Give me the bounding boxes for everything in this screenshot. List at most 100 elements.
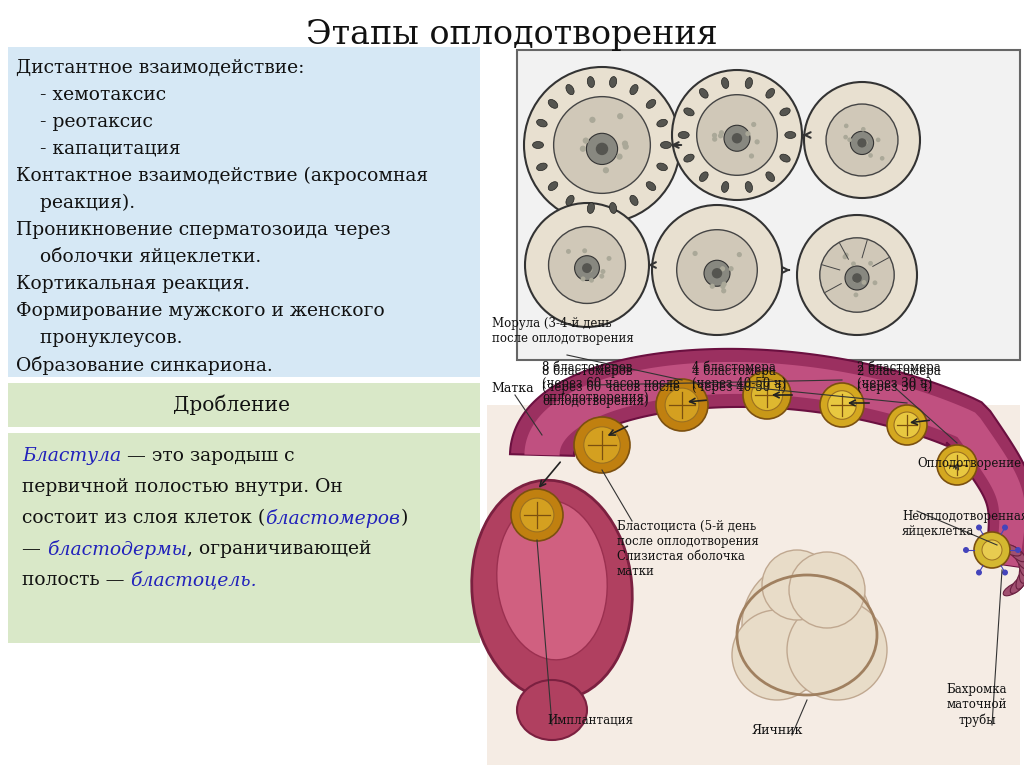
- Circle shape: [732, 610, 822, 700]
- Text: пронуклеусов.: пронуклеусов.: [16, 329, 182, 347]
- Ellipse shape: [537, 163, 547, 171]
- Circle shape: [666, 388, 699, 422]
- Text: бластодермы: бластодермы: [47, 540, 186, 559]
- Text: - реотаксис: - реотаксис: [16, 113, 153, 131]
- Circle shape: [797, 215, 918, 335]
- Circle shape: [974, 532, 1010, 568]
- Ellipse shape: [1019, 561, 1024, 583]
- Circle shape: [588, 268, 593, 272]
- Circle shape: [728, 266, 733, 272]
- Circle shape: [623, 143, 629, 150]
- Circle shape: [827, 390, 856, 420]
- Circle shape: [745, 131, 751, 137]
- Ellipse shape: [630, 84, 638, 94]
- Circle shape: [581, 276, 586, 281]
- Circle shape: [524, 67, 680, 223]
- Text: состоит из слоя клеток (: состоит из слоя клеток (: [22, 509, 265, 527]
- Bar: [487, 405, 1020, 765]
- Text: Проникновение сперматозоида через: Проникновение сперматозоида через: [16, 221, 390, 239]
- Circle shape: [720, 266, 725, 272]
- Ellipse shape: [722, 77, 729, 88]
- Text: Бахромка
маточной
трубы: Бахромка маточной трубы: [947, 683, 1008, 727]
- Text: Кортикальная реакция.: Кортикальная реакция.: [16, 275, 250, 293]
- Circle shape: [712, 137, 717, 142]
- Text: Образование синкариона.: Образование синкариона.: [16, 356, 272, 375]
- Ellipse shape: [1000, 544, 1021, 556]
- Text: бластоцель.: бластоцель.: [130, 571, 257, 590]
- Text: —: —: [22, 540, 47, 558]
- Circle shape: [720, 284, 725, 289]
- Text: реакция).: реакция).: [16, 194, 135, 212]
- Circle shape: [787, 600, 887, 700]
- FancyBboxPatch shape: [517, 50, 1020, 360]
- Ellipse shape: [1019, 555, 1024, 576]
- Circle shape: [600, 269, 605, 274]
- Circle shape: [525, 203, 649, 327]
- Ellipse shape: [548, 182, 558, 190]
- Circle shape: [692, 251, 697, 256]
- Circle shape: [677, 229, 758, 311]
- Circle shape: [616, 153, 623, 160]
- Text: Имплантация: Имплантация: [547, 714, 633, 727]
- Circle shape: [743, 371, 791, 419]
- Circle shape: [752, 380, 782, 410]
- Ellipse shape: [548, 100, 558, 108]
- Ellipse shape: [699, 88, 709, 98]
- Circle shape: [876, 137, 881, 142]
- Circle shape: [718, 133, 723, 138]
- Circle shape: [880, 156, 885, 160]
- Circle shape: [982, 540, 1002, 560]
- Ellipse shape: [532, 141, 544, 149]
- Circle shape: [944, 452, 970, 478]
- Circle shape: [583, 137, 589, 143]
- Ellipse shape: [1011, 576, 1024, 594]
- Circle shape: [622, 140, 628, 146]
- Ellipse shape: [588, 202, 595, 213]
- Text: 4 бластомера
(через 40-50 ч): 4 бластомера (через 40-50 ч): [692, 365, 786, 393]
- Circle shape: [589, 278, 594, 283]
- Circle shape: [617, 113, 624, 120]
- Text: Бластула: Бластула: [22, 447, 121, 465]
- Circle shape: [574, 255, 599, 281]
- Circle shape: [584, 426, 621, 463]
- Circle shape: [762, 550, 831, 620]
- Ellipse shape: [784, 131, 796, 139]
- Ellipse shape: [745, 77, 753, 88]
- Circle shape: [976, 570, 982, 575]
- Text: оболочки яйцеклетки.: оболочки яйцеклетки.: [16, 248, 261, 266]
- Text: 2 бластомера
(через 30 ч): 2 бластомера (через 30 ч): [857, 361, 941, 390]
- Circle shape: [724, 125, 750, 151]
- Circle shape: [857, 138, 866, 147]
- Ellipse shape: [684, 154, 694, 162]
- Text: Контактное взаимодействие (акросомная: Контактное взаимодействие (акросомная: [16, 167, 428, 186]
- Ellipse shape: [630, 196, 638, 206]
- Ellipse shape: [566, 196, 574, 206]
- Circle shape: [845, 266, 869, 290]
- Text: 8 бластомеров
(через 60 часов после
оплодотворения): 8 бластомеров (через 60 часов после опло…: [542, 361, 680, 404]
- Polygon shape: [524, 362, 1024, 567]
- Ellipse shape: [646, 182, 655, 190]
- Circle shape: [596, 143, 608, 155]
- Circle shape: [549, 226, 626, 304]
- Circle shape: [976, 525, 982, 531]
- Ellipse shape: [472, 480, 632, 700]
- Circle shape: [742, 560, 872, 690]
- FancyBboxPatch shape: [8, 383, 480, 427]
- Circle shape: [861, 127, 865, 132]
- Circle shape: [850, 131, 873, 154]
- Ellipse shape: [646, 100, 655, 108]
- Ellipse shape: [1004, 582, 1023, 596]
- Circle shape: [580, 146, 586, 152]
- Circle shape: [852, 273, 862, 283]
- Text: Бластоциста (5-й день
после оплодотворения
Слизистая оболочка
матки: Бластоциста (5-й день после оплодотворен…: [617, 520, 759, 578]
- FancyBboxPatch shape: [8, 47, 480, 377]
- Ellipse shape: [497, 500, 607, 660]
- Ellipse shape: [588, 77, 595, 87]
- Circle shape: [705, 260, 730, 286]
- Ellipse shape: [660, 141, 672, 149]
- Text: Формирование мужского и женского: Формирование мужского и женского: [16, 302, 385, 320]
- Circle shape: [844, 135, 848, 140]
- Ellipse shape: [780, 108, 791, 116]
- Circle shape: [1002, 525, 1008, 531]
- Circle shape: [656, 379, 708, 431]
